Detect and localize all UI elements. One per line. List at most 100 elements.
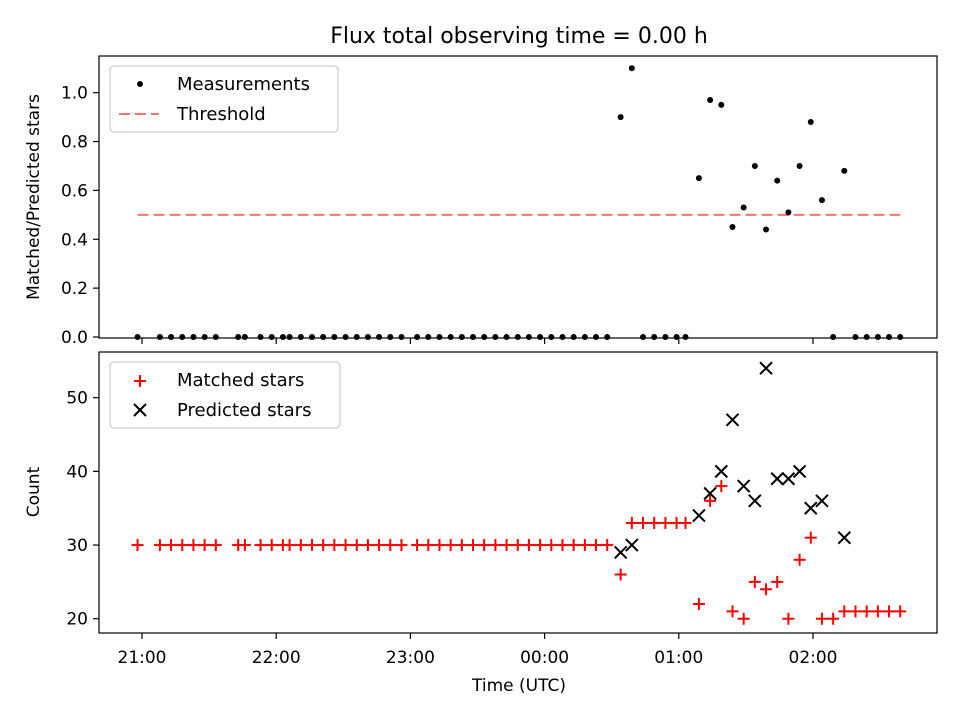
predicted-star-point	[781, 472, 796, 486]
matched-star-point	[238, 539, 251, 552]
matched-star-point	[614, 568, 627, 581]
measurement-point	[525, 334, 532, 340]
bottom-y-tick-label: 40	[66, 462, 88, 482]
top-y-tick-label: 0.2	[61, 279, 88, 299]
measurement-point	[740, 204, 747, 211]
matched-star-point	[265, 539, 278, 552]
measurement-point	[559, 334, 566, 340]
measurement-point	[414, 334, 421, 340]
matched-star-point	[782, 612, 795, 625]
bottom-x-tick-label: 02:00	[789, 648, 838, 668]
measurement-point	[353, 334, 360, 340]
measurement-point	[387, 334, 394, 340]
measurement-point	[729, 224, 736, 231]
matched-star-point	[704, 494, 717, 507]
bottom-x-ticks: 21:00 22:00 23:00 00:00 01:00 02:00	[118, 633, 838, 668]
measurement-point	[751, 162, 758, 169]
top-y-tick-label: 1.0	[61, 84, 88, 104]
measurement-point	[537, 334, 544, 340]
measurement-point	[201, 334, 208, 340]
matched-star-point	[339, 539, 352, 552]
matched-star-point	[433, 539, 446, 552]
matched-star-point	[726, 605, 739, 618]
predicted-star-point	[692, 508, 706, 523]
bottom-panel: Count Time (UTC) 20 30 40 50 21:00 22:00 23:0…	[24, 351, 938, 696]
matched-star-point	[283, 539, 296, 552]
predicted-star-point	[736, 479, 751, 493]
matched-star-point	[478, 539, 491, 552]
predicted-star-point	[703, 486, 717, 501]
matched-star-point	[637, 516, 650, 529]
matched-star-point	[254, 539, 267, 552]
bottom-y-tick-label: 50	[66, 389, 88, 409]
matched-star-point	[455, 539, 468, 552]
matched-star-point	[422, 539, 435, 552]
top-panel: Flux total observing time = 0.00 h Match…	[24, 24, 938, 348]
measurement-point	[492, 334, 499, 340]
matched-star-point	[556, 539, 569, 552]
measurement-point	[297, 334, 304, 340]
matched-star-point	[187, 539, 200, 552]
measurement-point	[830, 334, 837, 340]
measurement-point	[841, 167, 848, 174]
legend-measurements-label: Measurements	[177, 74, 310, 95]
matched-star-point	[350, 539, 363, 552]
measurement-point	[235, 334, 242, 340]
matched-star-point	[871, 605, 884, 618]
matched-star-point	[601, 539, 614, 552]
matched-star-point	[894, 605, 907, 618]
measurement-point	[651, 334, 658, 340]
measurement-point	[707, 96, 714, 103]
measurement-point	[286, 334, 293, 340]
bottom-x-axis-label: Time (UTC)	[471, 676, 566, 696]
measurement-point	[190, 334, 197, 340]
measurement-point	[398, 334, 405, 340]
matched-star-point	[444, 539, 457, 552]
measurement-point	[874, 334, 881, 340]
legend-measurements-marker	[137, 81, 143, 87]
matched-star-point	[328, 539, 341, 552]
measurement-point	[695, 175, 702, 182]
measurement-point	[673, 334, 680, 340]
measurement-point	[682, 334, 689, 340]
measurement-point	[436, 334, 443, 340]
top-y-axis-label: Matched/Predicted stars	[24, 94, 44, 300]
matched-star-point	[500, 539, 513, 552]
matched-star-point	[737, 612, 750, 625]
measurement-point	[807, 118, 814, 125]
matched-star-point	[590, 539, 603, 552]
matched-star-point	[679, 516, 692, 529]
measurement-point	[796, 162, 803, 169]
matched-star-point	[511, 539, 524, 552]
matched-star-point	[578, 539, 591, 552]
matched-star-point	[760, 583, 773, 596]
bottom-legend: Matched stars Predicted stars	[109, 361, 341, 429]
top-y-tick-label: 0.4	[61, 230, 88, 250]
legend-predicted-label: Predicted stars	[177, 400, 311, 421]
top-chart-title: Flux total observing time = 0.00 h	[330, 24, 708, 49]
measurement-point	[179, 334, 186, 340]
measurement-point	[425, 334, 432, 340]
matched-star-point	[165, 539, 178, 552]
matched-star-point	[771, 575, 784, 588]
measurement-point	[852, 334, 859, 340]
matched-star-point	[838, 605, 851, 618]
measurement-point	[168, 334, 175, 340]
predicted-star-point	[815, 494, 829, 508]
predicted-star-point	[770, 472, 784, 486]
matched-star-point	[534, 539, 547, 552]
legend-threshold-label: Threshold	[176, 104, 266, 125]
bottom-x-tick-label: 21:00	[118, 648, 167, 668]
measurement-point	[481, 334, 488, 340]
matched-star-point	[545, 539, 558, 552]
measurement-point	[241, 334, 248, 340]
matched-star-point	[305, 539, 318, 552]
matched-star-point	[209, 539, 222, 552]
predicted-star-point	[759, 361, 773, 375]
bottom-x-tick-label: 23:00	[386, 648, 435, 668]
matched-star-point	[176, 539, 189, 552]
matched-star-point	[567, 539, 580, 552]
measurement-point	[134, 334, 141, 340]
measurement-point	[376, 334, 383, 340]
measurement-point	[863, 334, 870, 340]
